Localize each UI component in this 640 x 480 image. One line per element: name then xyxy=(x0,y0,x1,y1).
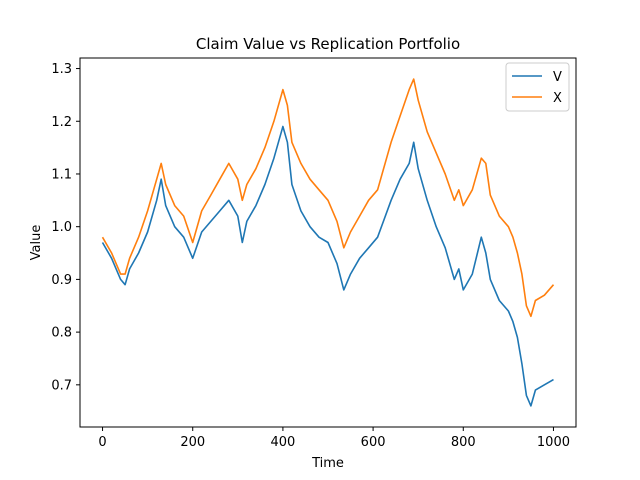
y-tick-label: 1.3 xyxy=(51,62,72,77)
legend-box xyxy=(505,62,570,112)
y-tick-label: 0.9 xyxy=(51,273,72,288)
legend-label-x: X xyxy=(553,91,562,106)
x-tick-label: 600 xyxy=(361,435,386,450)
y-tick-label: 1.0 xyxy=(51,220,72,235)
series-layer xyxy=(101,78,555,407)
x-tick-label: 400 xyxy=(270,435,295,450)
series-line-v xyxy=(101,125,554,407)
x-axis-ticks: 0 200 400 600 800 1000 xyxy=(98,427,570,450)
y-tick-label: 1.2 xyxy=(51,115,72,130)
plot-area: 0 200 400 600 800 1000 0.70.80.91.01.11.21.3 … xyxy=(29,57,577,471)
x-tick-label: 800 xyxy=(451,435,476,450)
x-tick-label: 1000 xyxy=(537,435,570,450)
legend-entries: VX xyxy=(512,70,562,106)
series-line-x xyxy=(101,78,555,318)
x-tick-label: 0 xyxy=(98,435,106,450)
legend: VX xyxy=(505,62,570,112)
y-tick-label: 0.8 xyxy=(51,326,72,341)
x-axis-label: Time xyxy=(311,456,344,471)
legend-label-v: V xyxy=(553,70,562,85)
x-tick-label: 200 xyxy=(180,435,205,450)
y-tick-label: 0.7 xyxy=(51,378,72,393)
plot-frame xyxy=(79,57,577,428)
y-tick-label: 1.1 xyxy=(51,167,72,182)
chart-title: Claim Value vs Replication Portfolio xyxy=(196,35,460,53)
y-axis-ticks: 0.7 0.8 0.9 1.0 1.1 1.2 1.3 xyxy=(51,62,80,393)
y-axis-label: Value xyxy=(29,225,44,261)
